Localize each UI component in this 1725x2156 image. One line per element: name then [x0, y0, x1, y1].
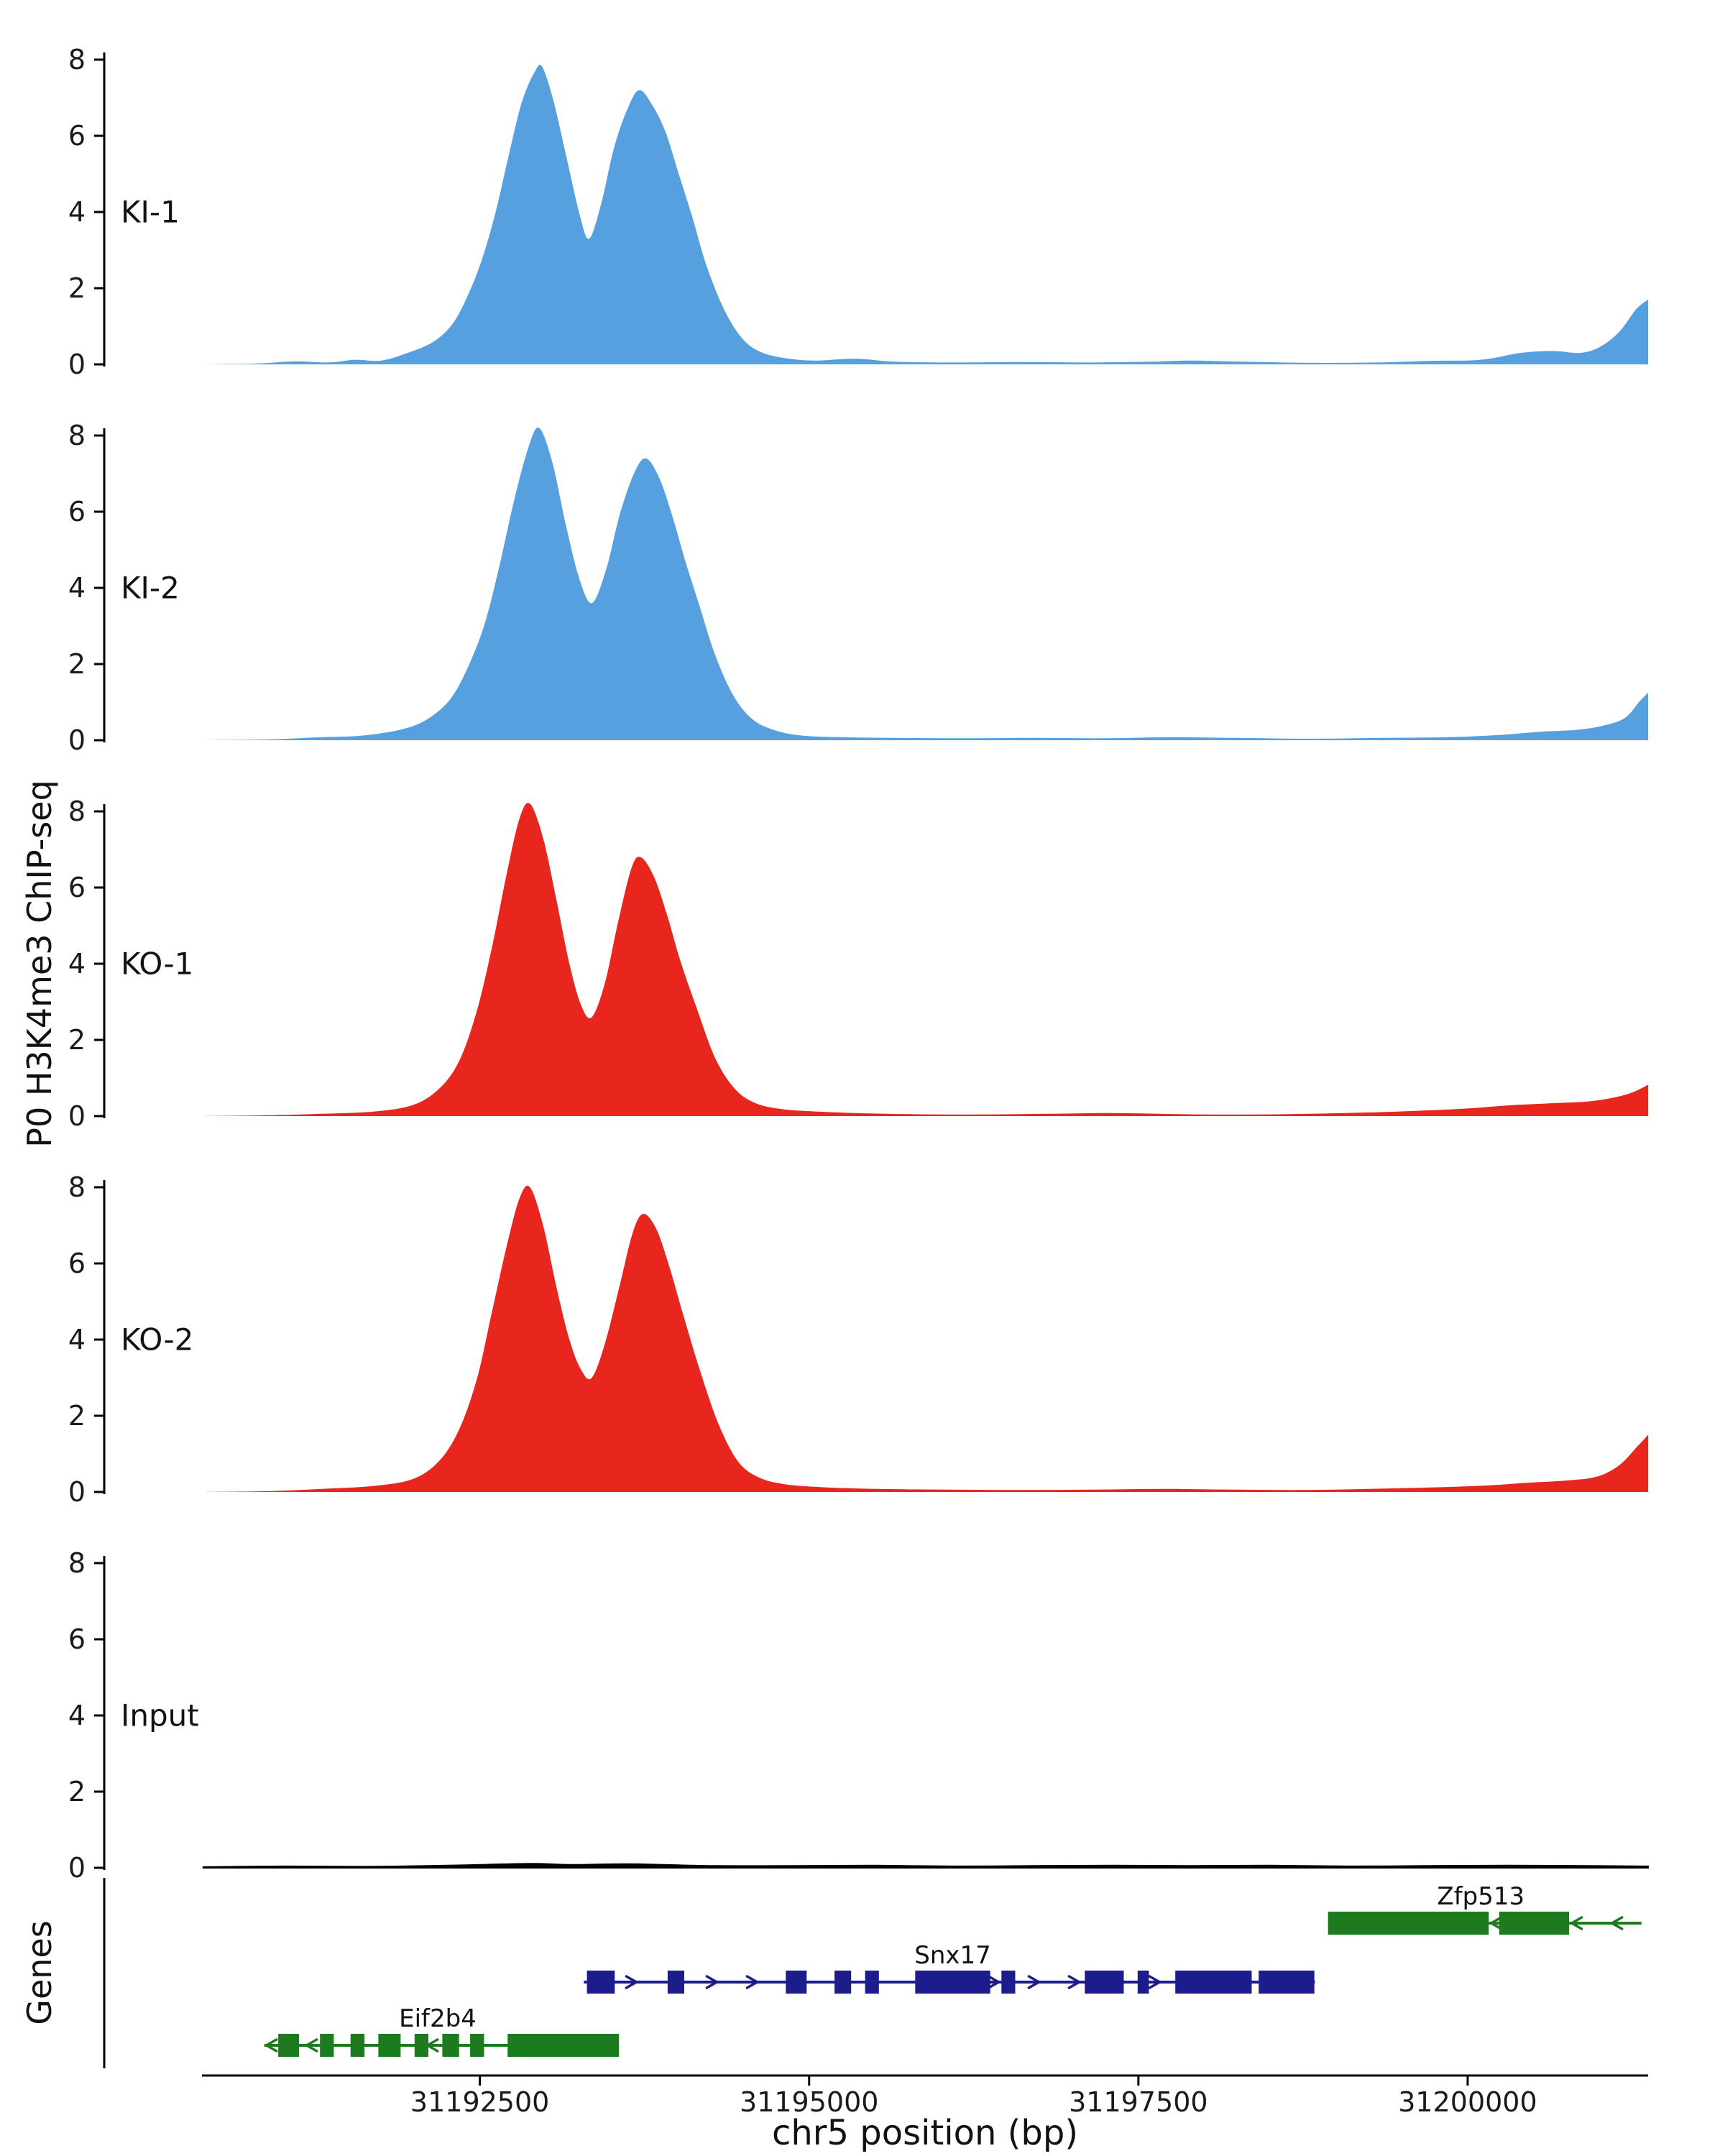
svg-text:6: 6: [68, 1248, 86, 1279]
svg-text:4: 4: [68, 948, 86, 980]
y-axis-title: P0 H3K4me3 ChIP-seq: [20, 780, 59, 1148]
svg-text:6: 6: [68, 872, 86, 903]
svg-text:31200000: 31200000: [1398, 2086, 1537, 2118]
svg-text:8: 8: [68, 420, 86, 451]
svg-text:0: 0: [68, 724, 86, 756]
track-label-ki-1: KI-1: [121, 194, 180, 230]
svg-text:2: 2: [68, 648, 86, 680]
svg-text:2: 2: [68, 1776, 86, 1807]
svg-text:Snx17: Snx17: [914, 1941, 991, 1970]
x-axis-title: chr5 position (bp): [771, 2113, 1079, 2153]
svg-text:Zfp513: Zfp513: [1437, 1882, 1524, 1911]
svg-text:0: 0: [68, 1476, 86, 1508]
svg-text:8: 8: [68, 1547, 86, 1579]
svg-text:2: 2: [68, 272, 86, 304]
track-label-ki-2: KI-2: [121, 570, 180, 606]
svg-text:0: 0: [68, 349, 86, 380]
svg-text:6: 6: [68, 496, 86, 528]
svg-text:31195000: 31195000: [740, 2086, 878, 2118]
svg-text:6: 6: [68, 120, 86, 152]
track-label-ko-1: KO-1: [121, 946, 194, 982]
svg-text:31192500: 31192500: [410, 2086, 549, 2118]
svg-text:6: 6: [68, 1623, 86, 1655]
track-label-input: Input: [121, 1697, 199, 1733]
svg-text:0: 0: [68, 1100, 86, 1132]
svg-text:2: 2: [68, 1400, 86, 1432]
svg-text:8: 8: [68, 44, 86, 75]
track-label-ko-2: KO-2: [121, 1322, 194, 1358]
svg-text:4: 4: [68, 1700, 86, 1731]
svg-text:4: 4: [68, 1324, 86, 1355]
genes-axis-title: Genes: [20, 1920, 59, 2025]
svg-text:31197500: 31197500: [1069, 2086, 1208, 2118]
svg-text:0: 0: [68, 1852, 86, 1884]
svg-text:8: 8: [68, 796, 86, 827]
svg-text:4: 4: [68, 572, 86, 604]
svg-text:4: 4: [68, 196, 86, 228]
svg-text:2: 2: [68, 1024, 86, 1056]
svg-text:Eif2b4: Eif2b4: [399, 2004, 477, 2033]
svg-text:8: 8: [68, 1171, 86, 1203]
